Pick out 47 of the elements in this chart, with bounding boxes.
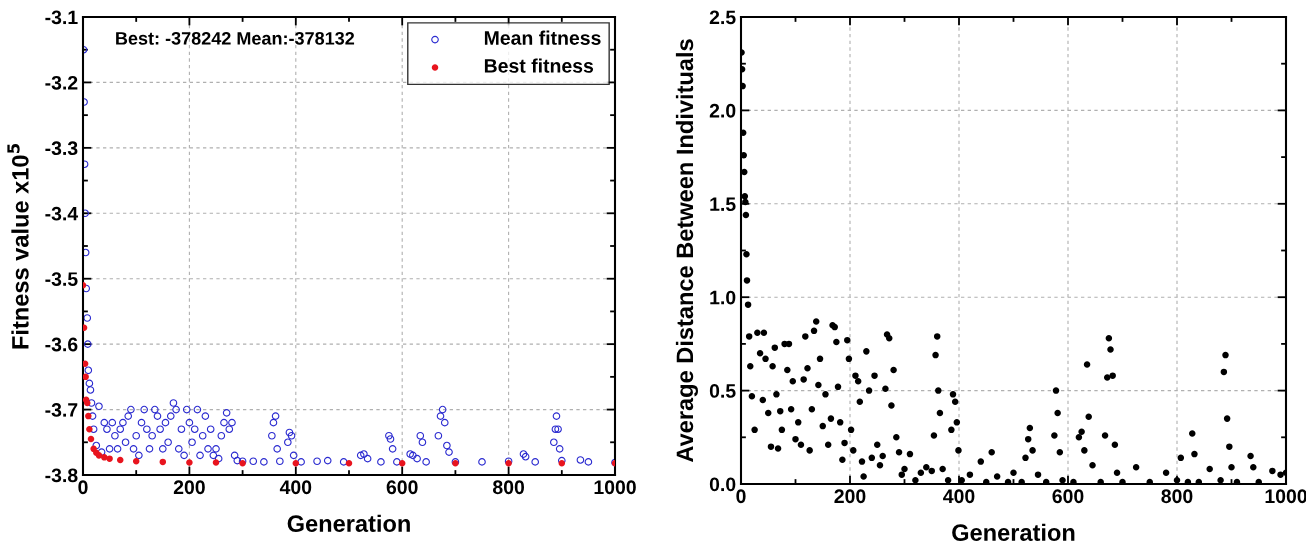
point [106, 455, 113, 462]
x-tick-label: 400 [943, 489, 975, 504]
point [86, 425, 93, 433]
point [85, 412, 92, 420]
x-tick-label: 800 [1161, 489, 1193, 504]
y-tick-label: -3.4 [45, 206, 79, 221]
point [87, 435, 95, 443]
point [132, 458, 140, 465]
legend-label: Best fitness [484, 58, 594, 73]
point [116, 456, 124, 464]
x-axis-title: Generation [952, 523, 1075, 541]
y-tick-label: 2.0 [709, 103, 736, 118]
point [186, 459, 193, 466]
x-tick-label: 0 [736, 489, 746, 504]
x-tick-label: 200 [173, 480, 205, 495]
x-tick-label: 600 [386, 480, 418, 495]
point [292, 459, 300, 467]
y-tick-label: -3.2 [45, 75, 78, 90]
point [345, 459, 353, 467]
point [83, 360, 89, 368]
x-tick-label: 1000 [1265, 489, 1306, 504]
y-tick-label: -3.8 [45, 468, 78, 483]
point [84, 399, 91, 407]
x-tick-label: 800 [493, 480, 525, 495]
y-tick-label: 0.5 [709, 384, 736, 398]
y-axis-title: Fitness value x10$^{5}$ [7, 143, 29, 349]
point [212, 459, 220, 466]
y-tick-label: -3.6 [45, 337, 78, 352]
x-tick-label: 0 [78, 480, 88, 495]
x-axis-title: Generation [287, 514, 410, 532]
y-axis-title: Average Distance Between Indivituals [675, 39, 698, 463]
y-tick-label: 1.5 [710, 197, 736, 212]
x-tick-label: 200 [834, 489, 866, 504]
y-tick-label: 1.0 [710, 290, 736, 305]
y-tick-label: -3.5 [45, 272, 78, 286]
point [398, 459, 406, 467]
y-tick-label: 2.5 [709, 10, 736, 25]
y-tick-label: 0.0 [709, 477, 736, 492]
x-tick-label: 400 [279, 480, 312, 495]
legend-label: Mean fitness [484, 30, 601, 45]
x-tick-label: 1000 [594, 480, 636, 495]
y-tick-label: -3.1 [45, 10, 78, 25]
annotation: Best: -378242 Mean:-378132 [116, 31, 355, 45]
y-tick-label: -3.7 [45, 403, 78, 417]
y-tick-label: -3.3 [45, 141, 78, 156]
point [159, 458, 167, 466]
x-tick-label: 600 [1052, 489, 1084, 504]
